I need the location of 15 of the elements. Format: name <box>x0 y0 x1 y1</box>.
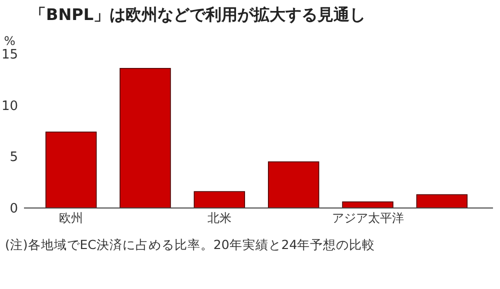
y-tick-label: 5 <box>10 150 18 166</box>
y-axis-title: % <box>4 34 16 48</box>
bar <box>120 68 171 208</box>
y-tick-label: 0 <box>10 202 18 217</box>
y-tick-label: 15 <box>1 48 18 63</box>
bar <box>268 161 320 208</box>
y-tick-label: 10 <box>1 98 18 114</box>
x-tick-label: 北米 <box>207 211 232 225</box>
bar <box>194 191 246 208</box>
x-tick-label: 欧州 <box>59 211 84 225</box>
bar <box>416 194 468 208</box>
chart-title: 「BNPL」は欧州などで利用が拡大する見通し <box>30 5 366 24</box>
x-tick-label: アジア太平洋 <box>332 211 404 225</box>
bar <box>45 132 97 208</box>
text: (注)各地域でEC決済に占める比率。20年実績と24年予想の比較 <box>5 237 376 252</box>
